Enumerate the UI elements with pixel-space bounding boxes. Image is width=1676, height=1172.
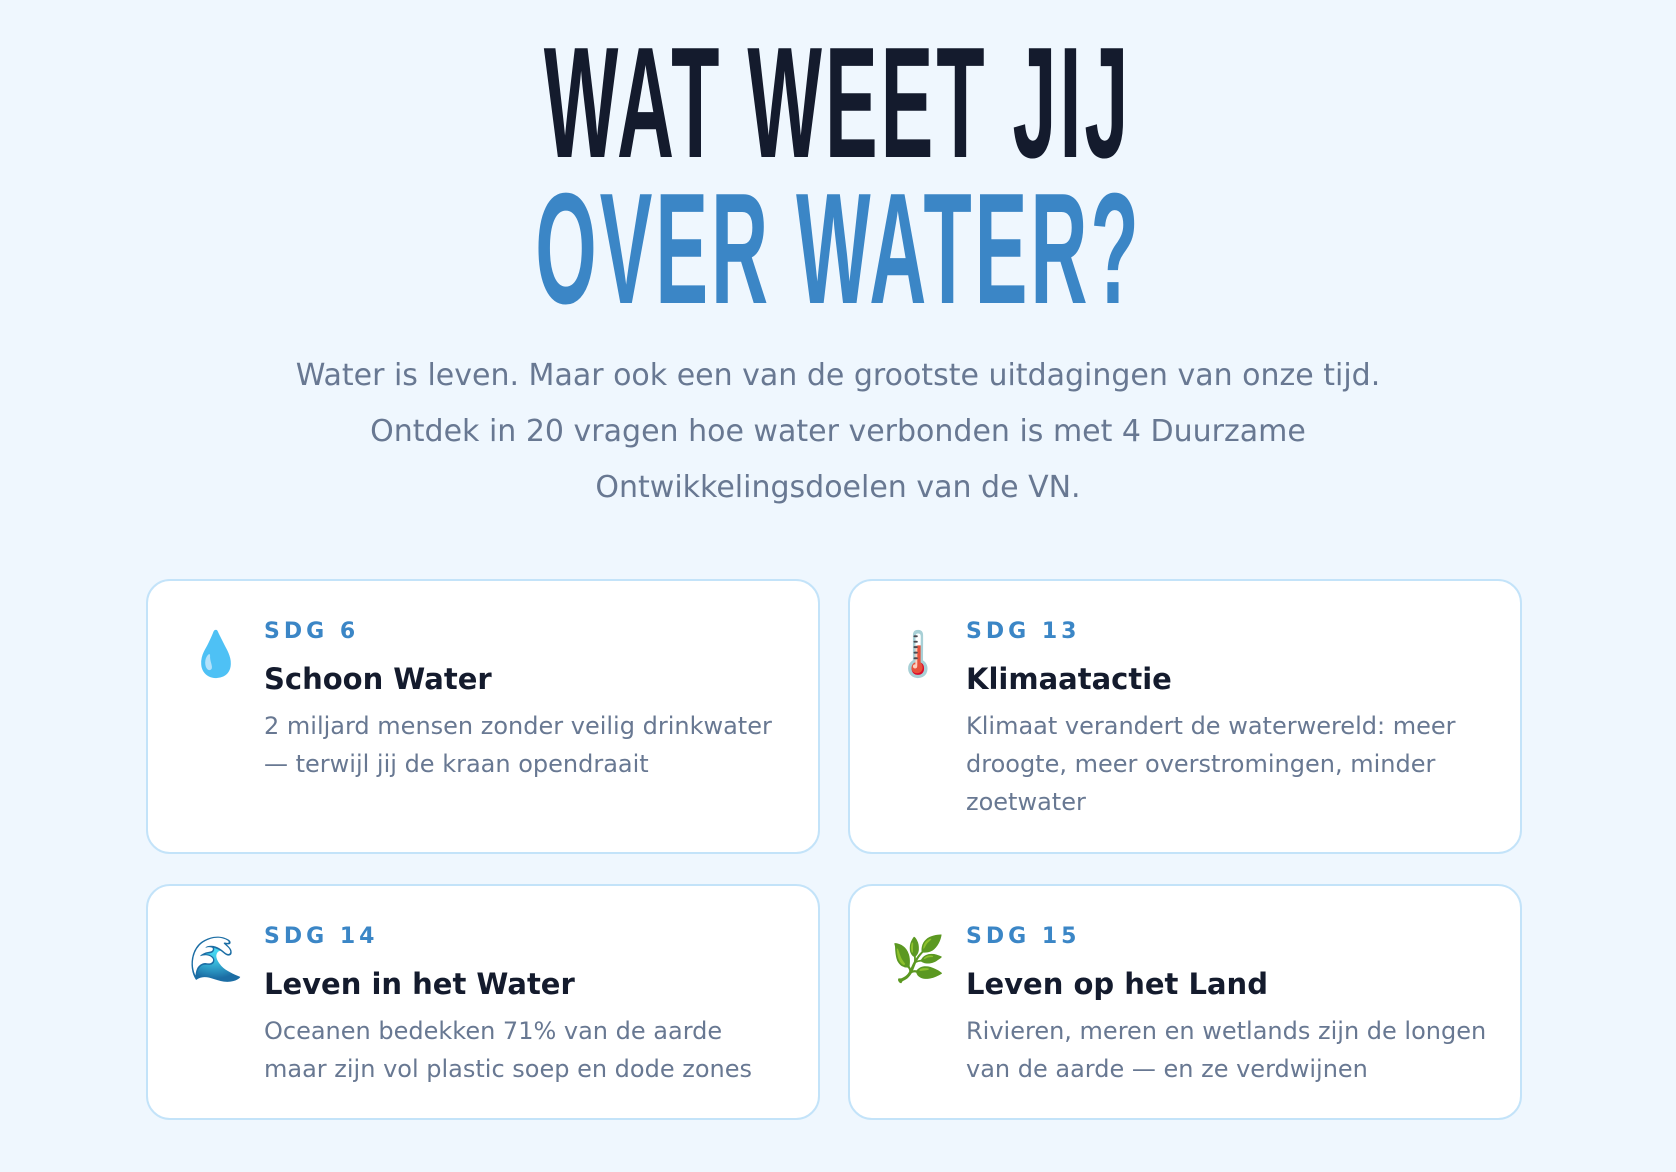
- hero-title: WAT WEET JIJ OVER WATER?: [0, 15, 1676, 337]
- sdg-label: SDG 14: [264, 924, 379, 949]
- sdg-card-15: 🌿 SDG 15 Leven op het Land Rivieren, mer…: [848, 884, 1522, 1120]
- herb-icon: 🌿: [890, 934, 946, 985]
- thermometer-icon: 🌡️: [890, 629, 946, 680]
- card-title: Leven op het Land: [966, 967, 1268, 1001]
- subtitle-line: Ontdek in 20 vragen hoe water verbonden …: [370, 414, 1306, 449]
- sdg-cards: 💧 SDG 6 Schoon Water 2 miljard mensen zo…: [146, 579, 1522, 1120]
- card-description: Rivieren, meren en wetlands zijn de long…: [966, 1017, 1487, 1083]
- sdg-label: SDG 6: [264, 619, 360, 644]
- water-drop-icon: 💧: [188, 629, 244, 680]
- sdg-label: SDG 15: [966, 924, 1081, 949]
- card-title: Schoon Water: [264, 662, 492, 696]
- wave-icon: 🌊: [188, 934, 244, 985]
- card-description: Oceanen bedekken 71% van de aarde maar z…: [264, 1017, 752, 1083]
- card-description: Klimaat verandert de waterwereld: meer d…: [966, 712, 1456, 816]
- card-title: Leven in het Water: [264, 967, 575, 1001]
- hero-subtitle: Water is leven. Maar ook een van de groo…: [0, 348, 1676, 516]
- title-line-2: OVER WATER?: [534, 161, 1142, 337]
- subtitle-line: Ontwikkelingsdoelen van de VN.: [595, 470, 1081, 505]
- title-line-1: WAT WEET JIJ: [544, 15, 1132, 191]
- card-description: 2 miljard mensen zonder veilig drinkwate…: [264, 712, 772, 778]
- subtitle-line: Water is leven. Maar ook een van de groo…: [295, 358, 1381, 393]
- sdg-card-13: 🌡️ SDG 13 Klimaatactie Klimaat verandert…: [848, 579, 1522, 854]
- sdg-card-6: 💧 SDG 6 Schoon Water 2 miljard mensen zo…: [146, 579, 820, 854]
- sdg-label: SDG 13: [966, 619, 1081, 644]
- card-title: Klimaatactie: [966, 662, 1172, 696]
- sdg-card-14: 🌊 SDG 14 Leven in het Water Oceanen bede…: [146, 884, 820, 1120]
